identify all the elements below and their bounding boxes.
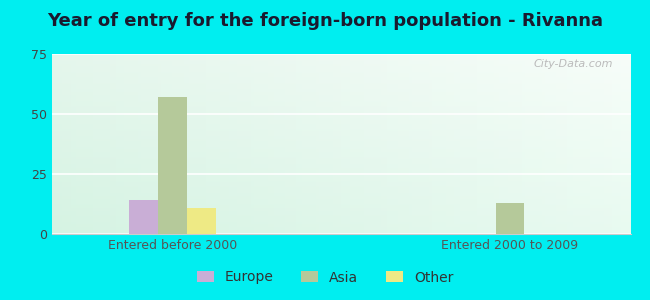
Bar <box>495 203 525 234</box>
Text: City-Data.com: City-Data.com <box>534 59 613 69</box>
Bar <box>129 200 158 234</box>
Text: Year of entry for the foreign-born population - Rivanna: Year of entry for the foreign-born popul… <box>47 12 603 30</box>
Bar <box>187 208 216 234</box>
Legend: Europe, Asia, Other: Europe, Asia, Other <box>191 265 459 290</box>
Bar <box>158 97 187 234</box>
